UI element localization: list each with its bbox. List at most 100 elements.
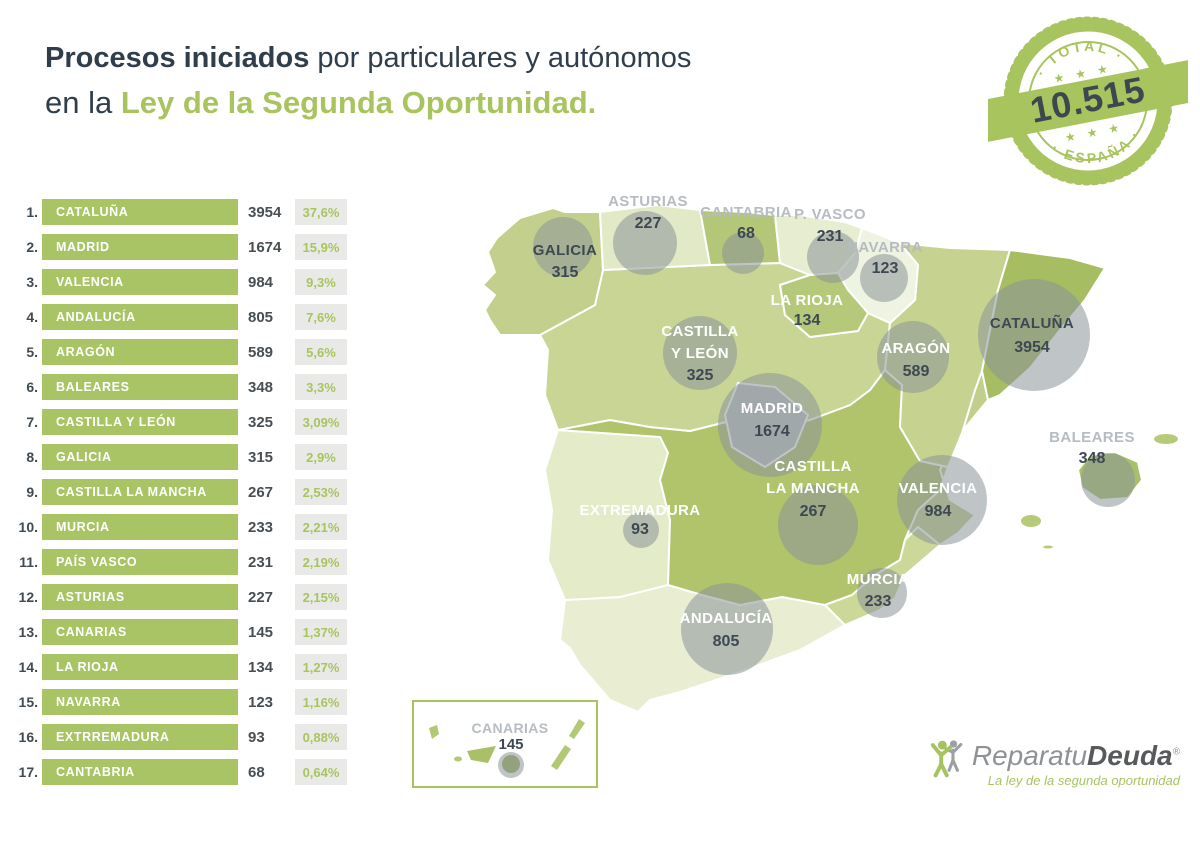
region-percent: 2,53% xyxy=(295,479,347,505)
region-name: CASTILLA Y LEÓN xyxy=(56,415,176,429)
ranking-row: 13. CANARIAS 145 1,37% xyxy=(0,619,347,645)
region-value: 267 xyxy=(248,483,274,501)
total-badge: · TOTAL · ★ ★ ★ 10.515 ★ ★ ★ · ESPAÑA · xyxy=(988,16,1188,186)
map-label-baleares: BALEARES xyxy=(1049,429,1135,446)
region-bar: ARAGÓN xyxy=(42,339,238,365)
region-value: 315 xyxy=(248,448,274,466)
rank-number: 1. xyxy=(26,204,38,220)
rank-number: 3. xyxy=(26,274,38,290)
rank-number: 4. xyxy=(26,309,38,325)
map-value-andalucia: 805 xyxy=(713,633,740,650)
bubble-madrid xyxy=(718,373,822,477)
map-value-aragon: 589 xyxy=(903,363,930,380)
rank-number: 15. xyxy=(18,694,38,710)
ranking-row: 1. CATALUÑA 3954 37,6% xyxy=(0,199,347,225)
rank-number: 7. xyxy=(26,414,38,430)
region-value: 325 xyxy=(248,413,274,431)
rank-number: 14. xyxy=(18,659,38,675)
map-label-aragon: ARAGÓN xyxy=(881,339,950,357)
map-label-madrid: MADRID xyxy=(741,400,803,417)
island-el-hierro xyxy=(454,756,462,762)
island-tenerife xyxy=(467,746,496,763)
bubble-canarias xyxy=(498,752,524,778)
region-name: CATALUÑA xyxy=(56,205,129,219)
region-percent: 3,09% xyxy=(295,409,347,435)
ranking-row: 4. ANDALUCÍA 805 7,6% xyxy=(0,304,347,330)
page-title: Procesos iniciados por particulares y au… xyxy=(45,40,691,123)
island-menorca xyxy=(1152,432,1180,446)
title-line1-bold: Procesos iniciados xyxy=(45,42,310,74)
ranking-row: 6. BALEARES 348 3,3% xyxy=(0,374,347,400)
region-percent: 2,9% xyxy=(295,444,347,470)
rank-number: 9. xyxy=(26,484,38,500)
region-value: 227 xyxy=(248,588,274,606)
map-label-andalucia: ANDALUCÍA xyxy=(680,610,773,627)
map-value-clm: 267 xyxy=(800,503,827,520)
title-line2-green: Ley de la Segunda Oportunidad. xyxy=(120,85,597,121)
logo-tagline: La ley de la segunda oportunidad xyxy=(987,773,1180,788)
region-bar: CATALUÑA xyxy=(42,199,238,225)
bubble-andalucia xyxy=(681,583,773,675)
bubble-murcia xyxy=(857,568,907,618)
region-value: 1674 xyxy=(248,238,282,256)
ranking-row: 3. VALENCIA 984 9,3% xyxy=(0,269,347,295)
map-value-extremadura: 93 xyxy=(631,521,649,538)
region-name: MADRID xyxy=(56,240,110,254)
bubble-cataluna xyxy=(978,279,1090,391)
spain-map: GALICIA 315 ASTURIAS 227 CANTABRIA 68 P. VASCO… xyxy=(482,193,1180,713)
region-bar: NAVARRA xyxy=(42,689,238,715)
region-percent: 2,21% xyxy=(295,514,347,540)
bubble-galicia xyxy=(533,217,593,277)
map-value-galicia: 315 xyxy=(552,264,579,281)
map-label-cantabria: CANTABRIA xyxy=(700,204,792,221)
island-ibiza xyxy=(1019,513,1043,529)
ranking-row: 2. MADRID 1674 15,9% xyxy=(0,234,347,260)
region-value: 233 xyxy=(248,518,274,536)
region-percent: 9,3% xyxy=(295,269,347,295)
bubble-cantabria xyxy=(722,232,764,274)
rank-number: 13. xyxy=(18,624,38,640)
map-label-navarra: NAVARRA xyxy=(847,239,923,256)
region-percent: 1,37% xyxy=(295,619,347,645)
region-bar: EXTRREMADURA xyxy=(42,724,238,750)
map-value-cataluna: 3954 xyxy=(1014,339,1050,356)
region-percent: 15,9% xyxy=(295,234,347,260)
region-value: 805 xyxy=(248,308,274,326)
region-value: 589 xyxy=(248,343,274,361)
region-percent: 37,6% xyxy=(295,199,347,225)
region-percent: 5,6% xyxy=(295,339,347,365)
region-bar: MURCIA xyxy=(42,514,238,540)
region-name: ASTURIAS xyxy=(56,590,125,604)
region-value: 134 xyxy=(248,658,274,676)
rank-number: 16. xyxy=(18,729,38,745)
map-value-madrid: 1674 xyxy=(754,423,790,440)
title-line2: en la Ley de la Segunda Oportunidad. xyxy=(45,84,691,123)
region-bar: CASTILLA Y LEÓN xyxy=(42,409,238,435)
ranking-row: 7. CASTILLA Y LEÓN 325 3,09% xyxy=(0,409,347,435)
region-name: CANARIAS xyxy=(56,625,127,639)
region-bar: MADRID xyxy=(42,234,238,260)
ranking-row: 9. CASTILLA LA MANCHA 267 2,53% xyxy=(0,479,347,505)
region-bar: ANDALUCÍA xyxy=(42,304,238,330)
bubble-valencia xyxy=(897,455,987,545)
region-value: 348 xyxy=(248,378,274,396)
map-value-murcia: 233 xyxy=(865,593,892,610)
bubble-baleares xyxy=(1081,453,1135,507)
map-label-asturias: ASTURIAS xyxy=(608,193,688,210)
bubble-clm xyxy=(778,485,858,565)
ranking-row: 8. GALICIA 315 2,9% xyxy=(0,444,347,470)
region-bar: CANARIAS xyxy=(42,619,238,645)
region-value: 231 xyxy=(248,553,274,571)
region-percent: 3,3% xyxy=(295,374,347,400)
region-bar: GALICIA xyxy=(42,444,238,470)
ranking-table: 1. CATALUÑA 3954 37,6% 2. MADRID 1674 15,9% 3. VA… xyxy=(0,199,347,794)
bubble-cyl xyxy=(663,316,737,390)
map-label-murcia: MURCIA xyxy=(847,571,909,588)
region-percent: 1,16% xyxy=(295,689,347,715)
region-name: VALENCIA xyxy=(56,275,124,289)
rank-number: 2. xyxy=(26,239,38,255)
rank-number: 5. xyxy=(26,344,38,360)
region-name: LA RIOJA xyxy=(56,660,119,674)
region-name: ARAGÓN xyxy=(56,345,116,359)
